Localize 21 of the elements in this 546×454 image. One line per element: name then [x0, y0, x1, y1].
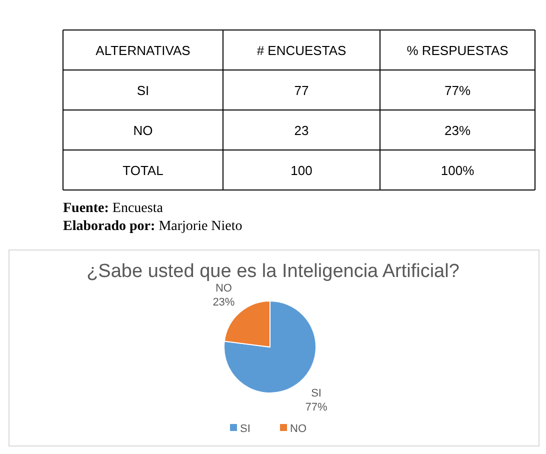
- text: 23: [294, 123, 309, 138]
- data-label: 23%: [212, 296, 235, 308]
- text: TOTAL: [122, 163, 164, 178]
- text: # ENCUESTAS: [256, 43, 346, 58]
- slice-label: SI: [311, 388, 322, 400]
- text: ALTERNATIVAS: [96, 43, 191, 58]
- legend-label: SI: [240, 423, 250, 435]
- source-note: Fuente: Encuesta: [63, 201, 164, 216]
- text: SI: [136, 83, 150, 98]
- text: 100%: [440, 163, 475, 178]
- text: NO: [133, 123, 153, 138]
- text: Elaborado por: Marjorie Nieto: [63, 219, 242, 234]
- slice-label: NO: [215, 282, 232, 294]
- text: 23%: [444, 123, 471, 138]
- text: 77: [294, 83, 309, 98]
- text: 77%: [444, 83, 471, 98]
- chart-title: ¿Sabe usted que es la Inteligencia Artificial?: [86, 261, 460, 282]
- legend-label: NO: [290, 423, 307, 435]
- text: 100: [290, 163, 312, 178]
- data-label: 77%: [305, 402, 328, 414]
- text: % RESPUESTAS: [406, 43, 509, 58]
